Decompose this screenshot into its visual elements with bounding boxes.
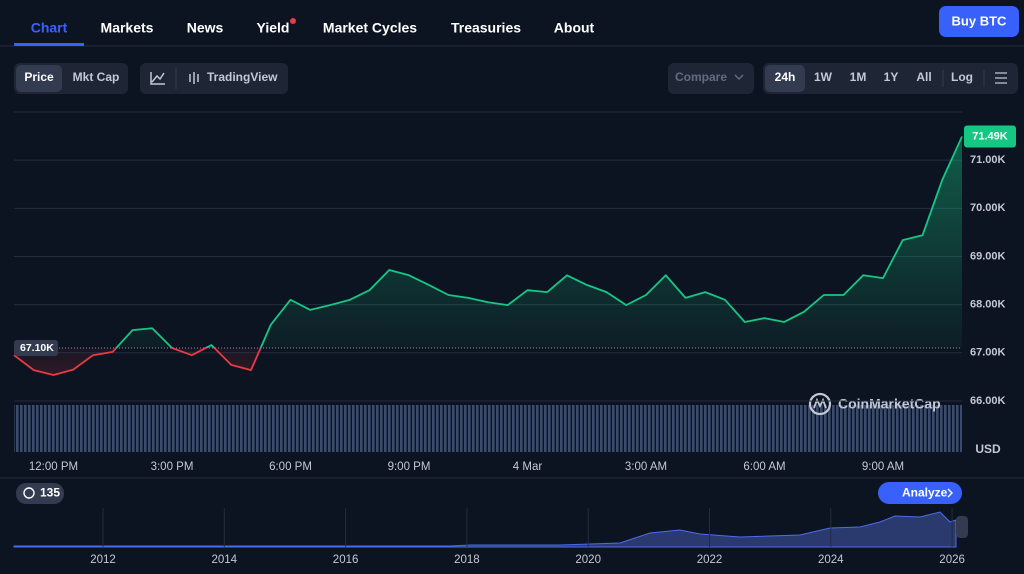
range-button[interactable]: 1M — [850, 70, 867, 84]
mode-button[interactable]: Mkt Cap — [73, 70, 120, 84]
y-unit: USD — [975, 442, 1001, 456]
range-button[interactable]: 1Y — [884, 70, 899, 84]
draw-icon[interactable] — [150, 72, 165, 85]
active-tab-underline — [14, 43, 84, 46]
overview-year: 2024 — [818, 554, 844, 566]
range-active — [765, 65, 805, 92]
overview-year: 2026 — [939, 554, 965, 566]
x-tick-label: 3:00 PM — [151, 461, 194, 473]
x-tick-label: 9:00 AM — [862, 461, 904, 473]
y-tick-label: 70.00K — [970, 202, 1006, 214]
price-line — [13, 136, 963, 376]
compare-label: Compare — [675, 70, 727, 84]
y-tick-label: 69.00K — [970, 250, 1006, 262]
reference-label: 67.10K — [20, 342, 54, 354]
overview-year: 2012 — [90, 554, 116, 566]
history-count: 135 — [40, 486, 60, 500]
log-toggle[interactable]: Log — [951, 70, 973, 84]
x-tick-label: 3:00 AM — [625, 461, 667, 473]
nav-tab[interactable]: Market Cycles — [323, 20, 417, 36]
range-button[interactable]: 1W — [814, 70, 833, 84]
range-box — [763, 63, 1018, 94]
x-tick-label: 6:00 PM — [269, 461, 312, 473]
analyze-label: Analyze — [902, 486, 948, 500]
overview-area — [13, 511, 957, 548]
price-area — [14, 136, 962, 375]
buy-button[interactable] — [939, 6, 1019, 37]
tv-icon — [189, 72, 199, 84]
y-tick-label: 68.00K — [970, 299, 1006, 311]
x-tick-label: 4 Mar — [513, 461, 543, 473]
buy-label: Buy BTC — [952, 13, 1008, 28]
range-button[interactable]: All — [916, 70, 931, 84]
overview-year: 2022 — [697, 554, 723, 566]
last-price-label: 71.49K — [972, 130, 1008, 142]
history-icon — [23, 487, 35, 499]
y-tick-label: 71.00K — [970, 154, 1006, 166]
analyze-button[interactable] — [878, 482, 962, 504]
tool-group — [140, 63, 288, 94]
overview-year: 2018 — [454, 554, 480, 566]
compare-box[interactable] — [668, 63, 754, 94]
mode-button[interactable]: Price — [24, 70, 54, 84]
new-dot — [290, 18, 296, 24]
analyze-chevron — [947, 488, 953, 498]
overview-handle[interactable] — [956, 516, 968, 538]
range-button[interactable]: 24h — [775, 70, 796, 84]
reference-tag — [14, 339, 58, 356]
chevron — [734, 74, 744, 81]
nav-tab[interactable]: Yield — [257, 20, 290, 36]
y-tick-label: 66.00K — [970, 395, 1006, 407]
nav-tab[interactable]: News — [187, 20, 224, 36]
overview-year: 2020 — [575, 554, 601, 566]
mode-active — [16, 65, 62, 92]
y-tick-label: 67.00K — [970, 347, 1006, 359]
volume-bars — [14, 405, 962, 452]
watermark-logo — [808, 392, 832, 416]
overview-year: 2014 — [212, 554, 238, 566]
watermark: CoinMarketCap — [838, 396, 941, 412]
nav-tab[interactable]: Chart — [31, 20, 68, 36]
x-tick-label: 12:00 PM — [29, 461, 78, 473]
nav-tab[interactable]: Treasuries — [451, 20, 521, 36]
nav-tab[interactable]: About — [554, 20, 595, 36]
x-tick-label: 9:00 PM — [388, 461, 431, 473]
nav-tab[interactable]: Markets — [101, 20, 154, 36]
settings-icon[interactable] — [995, 72, 1007, 84]
last-price-tag — [964, 125, 1016, 148]
tradingview-button[interactable]: TradingView — [207, 70, 278, 84]
overview-year: 2016 — [333, 554, 359, 566]
x-tick-label: 6:00 AM — [743, 461, 785, 473]
